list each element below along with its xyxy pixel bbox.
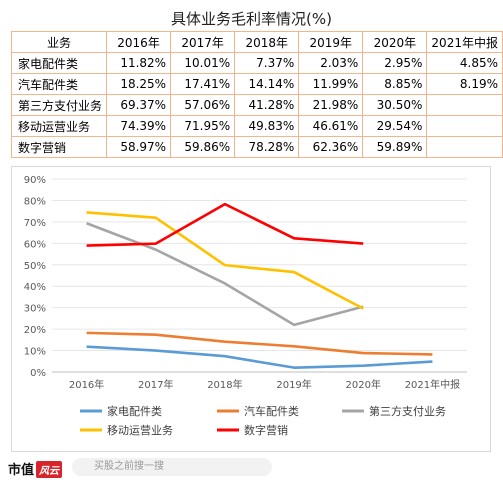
table-cell: 49.83% (234, 115, 300, 137)
legend-label: 第三方支付业务 (369, 404, 446, 418)
table-row: 家电配件类 11.82% 10.01% 7.37% 2.03% 2.95% 4.85% (10, 52, 503, 74)
series-line-1 (86, 331, 433, 356)
table-header-cell: 业务 (10, 31, 108, 53)
table-row: 汽车配件类 18.25% 17.41% 14.14% 11.99% 8.85% 8.19% (10, 73, 503, 95)
table-cell: 17.41% (170, 73, 236, 95)
y-tick-label: 80% (24, 196, 46, 207)
chart-area: 0% 10% 20% 30% 40% 50% 60% 70% 80% 90% 2016年 2017年 2… (11, 166, 491, 452)
y-tick-label: 50% (24, 261, 46, 272)
table-row: 第三方支付业务 69.37% 57.06% 41.28% 21.98% 30.50% (10, 94, 503, 116)
table-cell: 18.25% (106, 73, 172, 95)
table-row: 数字营销 58.97% 59.86% 78.28% 62.36% 59.89% (10, 136, 503, 158)
x-tick-label: 2016年 (69, 378, 104, 391)
x-tick-label: 2020年 (346, 378, 381, 391)
table-cell: 46.61% (298, 115, 364, 137)
table-cell: 29.54% (362, 115, 428, 137)
legend-label: 汽车配件类 (244, 404, 299, 418)
brand-logo[interactable]: 市值 风云 (8, 459, 63, 478)
x-tick-label: 2021年中报 (405, 378, 460, 391)
series-line-0 (86, 345, 433, 369)
brand-badge: 风云 (36, 461, 63, 478)
brand-name: 市值 (8, 463, 35, 478)
table-cell: 10.01% (170, 52, 236, 74)
table-row-label: 数字营销 (10, 136, 108, 158)
table-cell (426, 136, 503, 158)
table-cell: 14.14% (234, 73, 300, 95)
table-header-row: 业务 2016年 2017年 2018年 2019年 2020年 2021年中报 (10, 31, 503, 53)
y-tick-label: 20% (24, 325, 46, 336)
x-tick-label: 2018年 (207, 378, 242, 391)
table-cell: 4.85% (426, 52, 503, 74)
y-tick-label: 40% (24, 282, 46, 293)
table-cell: 11.99% (298, 73, 364, 95)
legend-label: 移动运营业务 (107, 423, 173, 437)
table-cell: 74.39% (106, 115, 172, 137)
table-cell: 41.28% (234, 94, 300, 116)
table-cell: 11.82% (106, 52, 172, 74)
table-header-cell: 2018年 (234, 31, 300, 53)
table-cell: 78.28% (234, 136, 300, 158)
table-cell (426, 115, 503, 137)
y-tick-label: 0% (30, 368, 46, 379)
series-line-4 (86, 202, 364, 247)
table-cell: 58.97% (106, 136, 172, 158)
table-cell: 21.98% (298, 94, 364, 116)
table-header-cell: 2021年中报 (426, 31, 503, 53)
search-input[interactable]: 买股之前搜一搜 (72, 458, 272, 476)
x-tick-label: 2017年 (138, 378, 173, 391)
series-line-3 (86, 211, 364, 310)
table-cell: 8.85% (362, 73, 428, 95)
legend-label: 数字营销 (244, 423, 288, 437)
table-row-label: 第三方支付业务 (10, 94, 108, 116)
table-cell: 30.50% (362, 94, 428, 116)
table-cell: 8.19% (426, 73, 503, 95)
chart-title: 具体业务毛利率情况(%) (171, 10, 332, 28)
x-tick-label: 2019年 (276, 378, 311, 391)
y-tick-label: 10% (24, 347, 46, 358)
line-chart: 0% 10% 20% 30% 40% 50% 60% 70% 80% 90% 2016年 2017年 2… (24, 175, 467, 437)
table-header-cell: 2017年 (170, 31, 236, 53)
table-header-cell: 2019年 (298, 31, 364, 53)
table-header-cell: 2020年 (362, 31, 428, 53)
table-cell: 2.95% (362, 52, 428, 74)
table-cell: 59.89% (362, 136, 428, 158)
table-row-label: 家电配件类 (10, 52, 108, 74)
table-cell: 62.36% (298, 136, 364, 158)
table-cell (426, 94, 503, 116)
table-row: 移动运营业务 74.39% 71.95% 49.83% 46.61% 29.54% (10, 115, 503, 137)
y-tick-label: 60% (24, 239, 46, 250)
footer-bar: 市值 风云 买股之前搜一搜 (0, 454, 503, 482)
y-tick-label: 30% (24, 304, 46, 315)
data-table: 业务 2016年 2017年 2018年 2019年 2020年 2021年中报 家电配件类 1… (10, 31, 503, 158)
table-cell: 71.95% (170, 115, 236, 137)
legend-label: 家电配件类 (107, 404, 162, 418)
table-cell: 2.03% (298, 52, 364, 74)
table-row-label: 汽车配件类 (10, 73, 108, 95)
table-cell: 59.86% (170, 136, 236, 158)
table-cell: 57.06% (170, 94, 236, 116)
table-cell: 69.37% (106, 94, 172, 116)
table-header-cell: 2016年 (106, 31, 172, 53)
table-cell: 7.37% (234, 52, 300, 74)
y-tick-label: 70% (24, 218, 46, 229)
table-row-label: 移动运营业务 (10, 115, 108, 137)
y-tick-label: 90% (24, 175, 46, 186)
series-line-2 (86, 222, 364, 327)
